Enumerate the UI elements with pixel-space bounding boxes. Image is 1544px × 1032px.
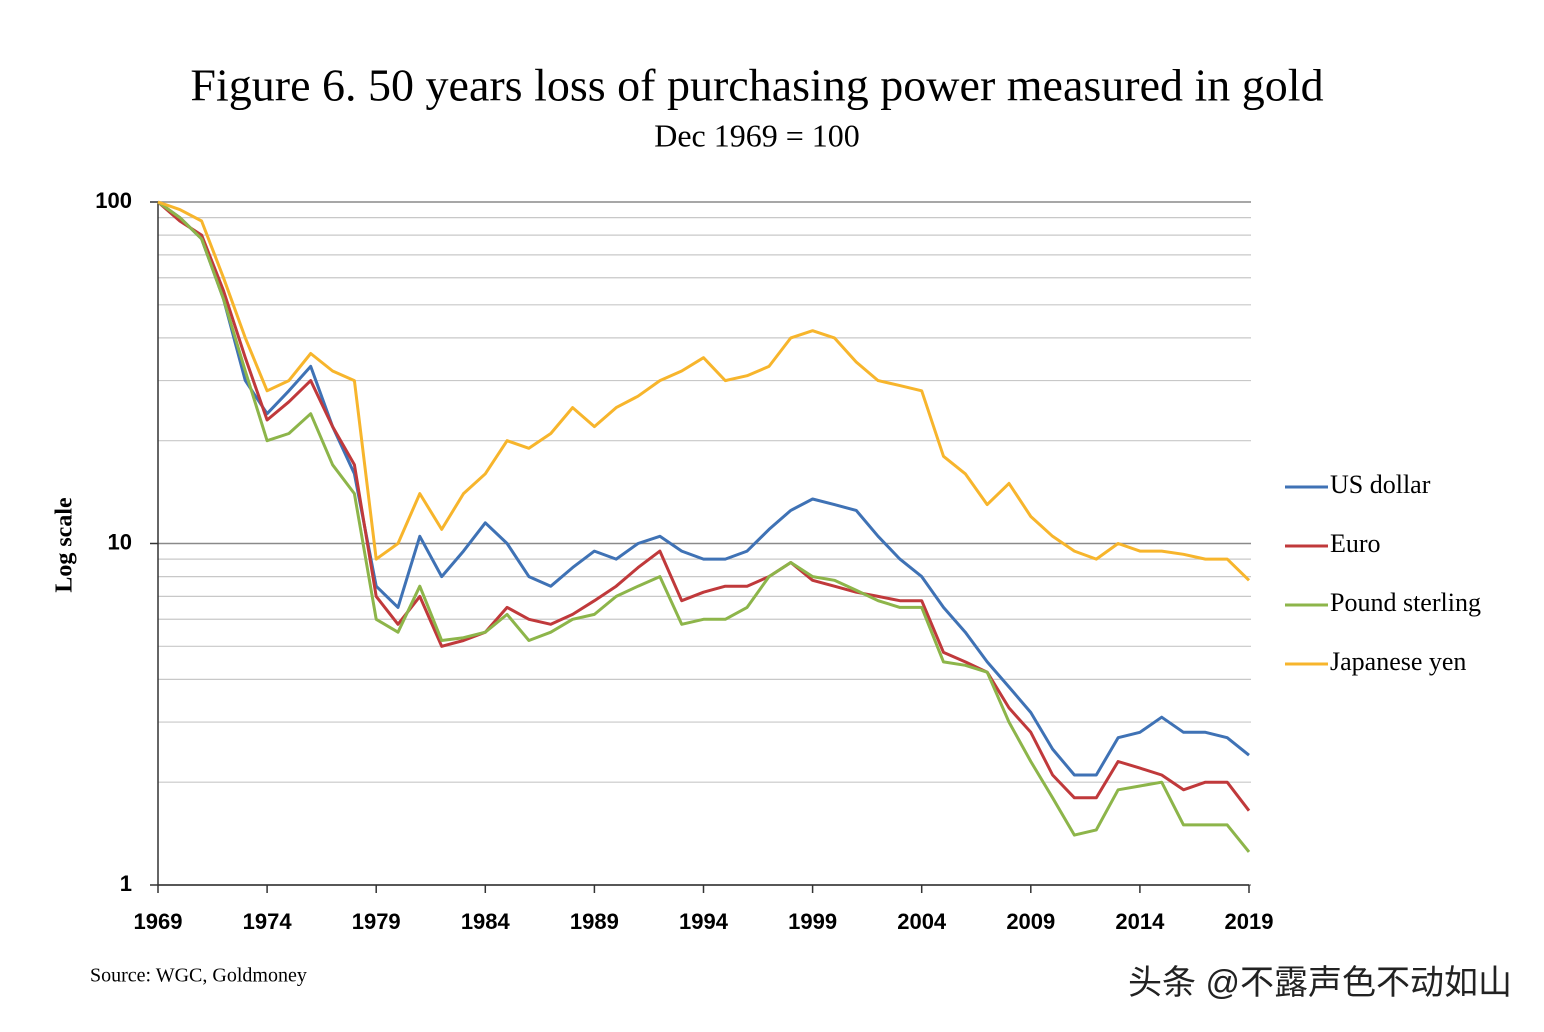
x-tick-label: 2004 [897,909,947,934]
legend-label: US dollar [1330,470,1431,499]
x-tick-label: 1979 [352,909,401,934]
x-tick-label: 1989 [570,909,619,934]
legend-label: Pound sterling [1330,588,1481,617]
x-tick-label: 1999 [788,909,837,934]
x-tick-label: 1984 [461,909,511,934]
series-line [157,200,1251,812]
y-tick-label: 10 [108,529,132,554]
x-tick-label: 1969 [134,909,183,934]
chart-title: Figure 6. 50 years loss of purchasing po… [190,60,1323,111]
x-tick-label: 2014 [1115,909,1165,934]
x-tick-label: 2019 [1225,909,1274,934]
legend-label: Japanese yen [1330,647,1466,676]
watermark: 头条 @不露声色不动如山 [1128,964,1512,1002]
y-tick-label: 1 [120,871,132,896]
legend-label: Euro [1330,529,1381,558]
y-axis-label: Log scale [52,497,78,593]
x-tick-label: 2009 [1006,909,1055,934]
series-line [157,200,1251,582]
x-tick-label: 1994 [679,909,729,934]
chart-subtitle: Dec 1969 = 100 [654,117,860,153]
series-line [157,200,1251,853]
y-tick-label: 100 [95,188,132,213]
source-note: Source: WGC, Goldmoney [90,965,307,987]
series-line [157,200,1250,777]
x-tick-label: 1974 [243,909,293,934]
